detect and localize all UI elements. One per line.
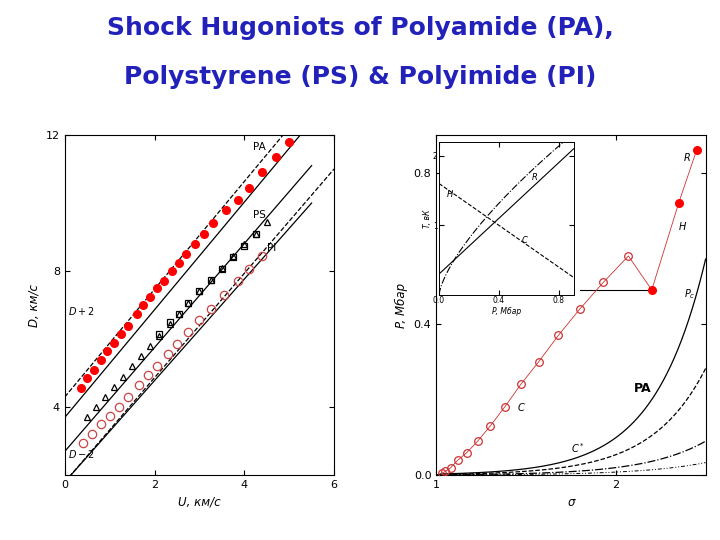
Text: PA: PA xyxy=(634,382,652,395)
Y-axis label: D, км/с: D, км/с xyxy=(27,284,40,327)
Text: R: R xyxy=(684,153,690,164)
Text: $P_c$: $P_c$ xyxy=(684,287,696,301)
Text: PS: PS xyxy=(253,211,266,220)
Text: PA: PA xyxy=(253,143,266,152)
Text: C: C xyxy=(517,403,524,413)
Text: $C^*$: $C^*$ xyxy=(571,441,585,455)
Text: $D+2$: $D+2$ xyxy=(68,305,95,318)
Y-axis label: P, Мбар: P, Мбар xyxy=(395,282,408,328)
X-axis label: σ: σ xyxy=(567,496,575,509)
Text: $D-2$: $D-2$ xyxy=(68,448,95,460)
Text: PI: PI xyxy=(266,242,276,253)
Text: Shock Hugoniots of Polyamide (PA),: Shock Hugoniots of Polyamide (PA), xyxy=(107,16,613,40)
Text: Polystyrene (PS) & Polyimide (PI): Polystyrene (PS) & Polyimide (PI) xyxy=(124,65,596,89)
Text: H: H xyxy=(679,221,686,232)
X-axis label: U, км/с: U, км/с xyxy=(178,496,221,509)
